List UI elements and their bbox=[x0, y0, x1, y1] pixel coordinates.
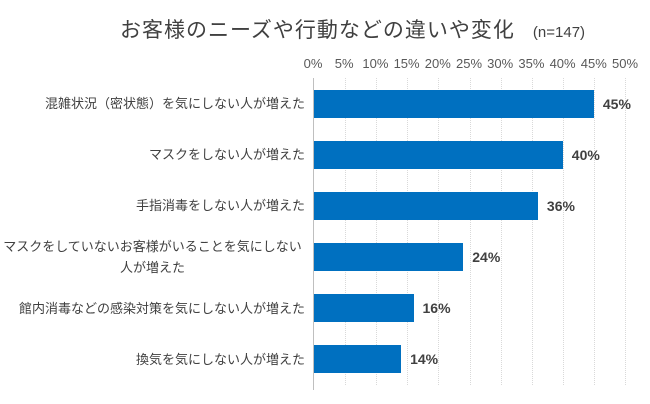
gridline bbox=[625, 78, 626, 385]
bar-row: 36% bbox=[314, 180, 625, 231]
x-tick-label: 15% bbox=[393, 56, 420, 71]
sample-size-label: (n=147) bbox=[532, 24, 586, 41]
x-tick-label: 40% bbox=[549, 56, 576, 71]
bar-row: 16% bbox=[314, 283, 625, 334]
x-tick-label: 20% bbox=[424, 56, 451, 71]
bar-row: 45% bbox=[314, 78, 631, 129]
category-label-row: 館内消毒などの感染対策を気にしない人が増えた bbox=[0, 283, 313, 334]
x-tick-label: 50% bbox=[611, 56, 639, 71]
category-label: 手指消毒をしない人が増えた bbox=[135, 198, 305, 214]
x-axis: 0% 5% 10% 15% 20% 25% 30% 35% 40% 45% 50% bbox=[0, 46, 650, 78]
x-tick-label: 10% bbox=[362, 56, 389, 71]
category-labels: 混雑状況（密状態）を気にしない人が増えたマスクをしない人が増えた手指消毒をしない… bbox=[0, 78, 313, 385]
x-tick-label: 35% bbox=[518, 56, 545, 71]
axis-spacer bbox=[0, 46, 313, 78]
category-label: 館内消毒などの感染対策を気にしない人が増えた bbox=[18, 300, 305, 316]
x-axis-ticks: 0% 5% 10% 15% 20% 25% 30% 35% 40% 45% 50% bbox=[304, 46, 638, 78]
category-label-row: 手指消毒をしない人が増えた bbox=[0, 180, 313, 231]
value-label: 16% bbox=[422, 300, 451, 317]
plot-area: 45% 40% 36% 24% 16% 14% bbox=[313, 78, 631, 390]
bar bbox=[314, 191, 538, 220]
category-label: マスクをしていないお客様がいることを気にしない人が増えた bbox=[3, 238, 302, 276]
bar-row: 40% bbox=[314, 129, 625, 180]
value-label: 36% bbox=[546, 197, 575, 214]
bar bbox=[314, 294, 414, 323]
bar-row: 24% bbox=[314, 232, 625, 283]
category-label-row: マスクをしない人が増えた bbox=[0, 129, 313, 180]
category-label-row: 混雑状況（密状態）を気にしない人が増えた bbox=[0, 78, 313, 129]
x-tick-label: 30% bbox=[487, 56, 514, 71]
x-tick-label: 5% bbox=[334, 56, 354, 71]
value-label: 40% bbox=[571, 146, 600, 163]
chart-title: お客様のニーズや行動などの違いや変化 bbox=[119, 19, 515, 42]
bars: 45% 40% 36% 24% 16% 14% bbox=[314, 78, 631, 385]
value-label: 45% bbox=[602, 95, 631, 112]
value-label: 24% bbox=[472, 249, 501, 266]
bar-row: 14% bbox=[314, 334, 625, 385]
plot-row: 混雑状況（密状態）を気にしない人が増えたマスクをしない人が増えた手指消毒をしない… bbox=[0, 78, 650, 390]
category-label-row: マスクをしていないお客様がいることを気にしない人が増えた bbox=[0, 232, 313, 283]
value-label: 14% bbox=[410, 351, 439, 368]
chart-header: お客様のニーズや行動などの違いや変化 (n=147) bbox=[0, 14, 650, 46]
category-label: 混雑状況（密状態）を気にしない人が増えた bbox=[44, 95, 305, 111]
bar bbox=[314, 140, 563, 169]
bar bbox=[314, 89, 594, 118]
bar bbox=[314, 243, 464, 272]
bar bbox=[314, 345, 402, 374]
category-label-row: 換気を気にしない人が増えた bbox=[0, 334, 313, 385]
x-tick-label: 25% bbox=[455, 56, 483, 71]
x-tick-label: 0% bbox=[303, 56, 323, 71]
category-label: マスクをしない人が増えた bbox=[148, 147, 305, 163]
x-tick-label: 45% bbox=[580, 56, 607, 71]
category-label: 換気を気にしない人が増えた bbox=[135, 351, 305, 367]
